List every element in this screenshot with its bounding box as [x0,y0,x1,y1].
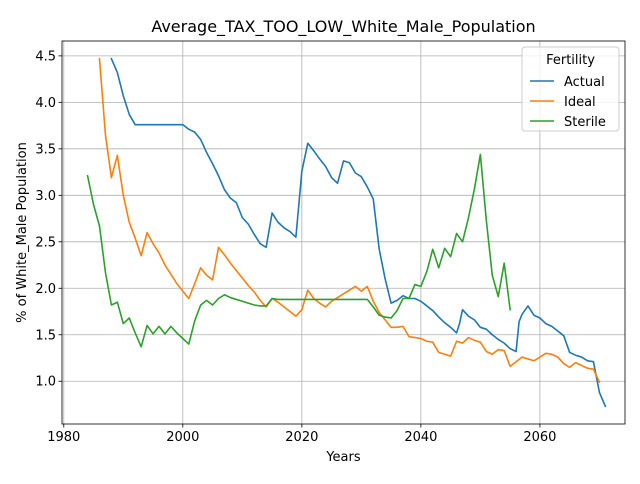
legend-label-actual: Actual [564,75,605,90]
y-tick-label: 2.0 [35,282,56,297]
series-lines [86,57,607,408]
legend-label-sterile: Sterile [564,115,606,130]
series-line-ideal [98,57,601,384]
legend-box [521,46,620,132]
x-tick-label: 2060 [523,430,556,445]
y-tick-label: 2.5 [35,235,56,250]
series-line-sterile [86,153,512,348]
y-tick-label: 3.5 [35,142,56,157]
chart-title: Average_TAX_TOO_LOW_White_Male_Populatio… [151,17,535,37]
y-tick-label: 1.5 [35,328,56,343]
series-line-actual [110,57,607,408]
legend-label-ideal: Ideal [564,95,596,110]
grid [62,41,625,424]
x-axis-title: Years [325,450,361,465]
legend-title: Fertility [546,53,595,68]
y-tick-label: 4.5 [35,49,56,64]
legend: Fertility Actual Ideal Sterile [521,46,620,132]
x-tick-label: 1980 [47,430,80,445]
x-tick-label: 2040 [404,430,437,445]
y-tick-label: 1.0 [35,375,56,390]
y-tick-label: 4.0 [35,96,56,111]
y-tick-label: 3.0 [35,189,56,204]
legend-items: Actual Ideal Sterile [530,75,606,130]
axis-ticks: 1980 2000 2020 2040 2060 1.0 1.5 2.0 2.5 3.0 3.5 4.… [35,49,556,445]
plot-area-frame [61,40,626,425]
y-axis-title: % of White_Male Population [15,142,30,323]
x-tick-label: 2020 [285,430,318,445]
x-tick-label: 2000 [166,430,199,445]
